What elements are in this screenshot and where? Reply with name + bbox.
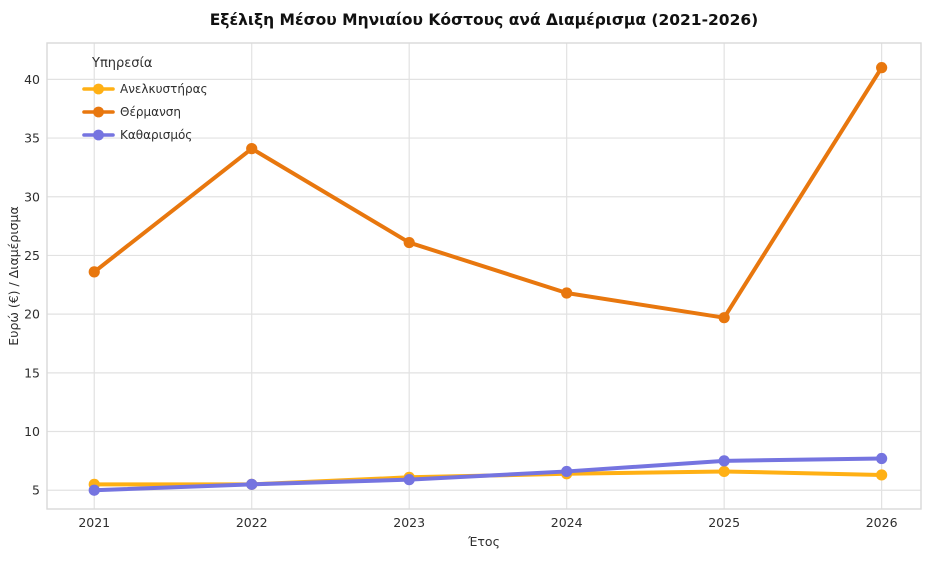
series-line <box>92 456 884 493</box>
x-tick-label: 2025 <box>708 515 740 530</box>
series-Καθαρισμός <box>88 452 888 496</box>
legend-item: Θέρμανση <box>82 105 181 119</box>
legend-marker-dot <box>93 106 104 118</box>
data-point <box>246 143 258 155</box>
legend-item-label: Ανελκυστήρας <box>120 82 208 96</box>
data-point <box>876 469 888 481</box>
chart-title: Εξέλιξη Μέσου Μηνιαίου Κόστους ανά Διαμέ… <box>210 11 759 29</box>
legend-item: Καθαρισμός <box>82 128 192 142</box>
data-point <box>403 474 415 486</box>
x-tick-label: 2026 <box>866 515 898 530</box>
data-point <box>561 465 573 478</box>
legend-marker-dot <box>93 83 104 95</box>
data-point <box>561 287 573 299</box>
series-Θέρμανση <box>88 62 888 324</box>
legend-item-label: Καθαρισμός <box>120 128 192 142</box>
x-axis-label: Έτος <box>467 534 500 549</box>
data-point <box>403 236 415 249</box>
legend-title: Υπηρεσία <box>91 56 153 71</box>
data-point <box>876 62 888 74</box>
y-tick-label: 5 <box>32 483 40 498</box>
series-line <box>92 65 884 320</box>
data-point <box>718 465 730 478</box>
data-point <box>876 452 888 465</box>
y-tick-label: 15 <box>24 365 40 380</box>
y-tick-label: 40 <box>24 72 40 87</box>
x-tick-label: 2024 <box>551 515 583 530</box>
x-tick-label: 2022 <box>236 515 268 530</box>
data-point <box>718 312 730 324</box>
y-tick-label: 25 <box>24 248 40 263</box>
y-axis-label: Ευρώ (€) / Διαμέρισμα <box>6 206 21 345</box>
legend: Υπηρεσία Ανελκυστήρας Θέρμανση Καθαρισμός <box>82 56 208 142</box>
data-point <box>88 484 100 496</box>
x-tick-label: 2023 <box>393 515 425 530</box>
data-point <box>718 455 730 467</box>
y-tick-label: 35 <box>24 131 40 146</box>
y-tick-label: 20 <box>24 307 40 322</box>
plot-border <box>46 42 922 510</box>
legend-item-label: Θέρμανση <box>120 105 181 119</box>
x-tick-label: 2021 <box>78 515 110 530</box>
y-tick-label: 10 <box>24 424 40 439</box>
data-series <box>88 62 888 496</box>
data-point <box>88 266 100 278</box>
y-tick-label: 30 <box>24 189 40 204</box>
data-point <box>246 478 258 490</box>
series-line <box>92 469 884 487</box>
legend-item: Ανελκυστήρας <box>82 82 208 96</box>
legend-marker-dot <box>93 129 104 141</box>
